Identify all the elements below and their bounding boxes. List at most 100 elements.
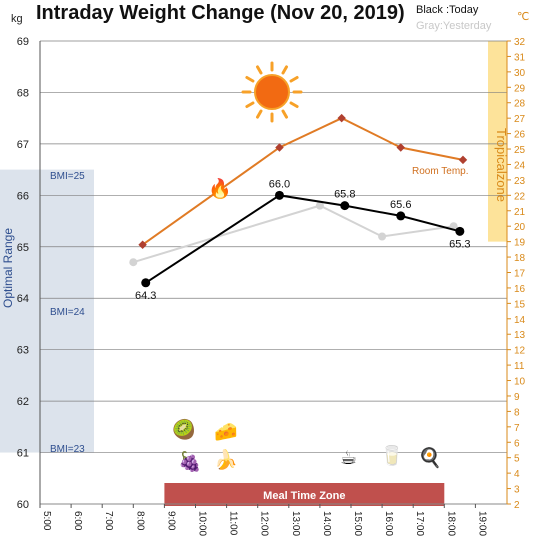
yesterday-point bbox=[129, 258, 138, 267]
right-tick-label: 30 bbox=[514, 68, 526, 79]
left-axis-unit: kg bbox=[11, 13, 23, 25]
today-data-label: 65.6 bbox=[390, 199, 411, 211]
today-point bbox=[455, 226, 465, 236]
right-tick-label: 8 bbox=[514, 407, 520, 418]
right-tick-label: 32 bbox=[514, 37, 526, 48]
right-tick-label: 14 bbox=[514, 315, 526, 326]
yesterday-line bbox=[133, 204, 454, 264]
sun-icon bbox=[241, 61, 303, 123]
water-glass-icon: 🥛 bbox=[380, 445, 404, 467]
right-tick-label: 22 bbox=[514, 191, 526, 202]
today-data-label: 64.3 bbox=[135, 290, 156, 302]
right-tick-label: 11 bbox=[514, 361, 525, 372]
x-tick-label: 13:00 bbox=[290, 511, 301, 536]
right-tick-label: 29 bbox=[514, 83, 526, 94]
optimal-range-label: Optimal Range bbox=[1, 228, 15, 308]
right-tick-label: 2 bbox=[514, 500, 520, 511]
room-temp-point bbox=[458, 155, 468, 165]
left-tick-label: 62 bbox=[17, 396, 29, 408]
today-data-label: 65.3 bbox=[449, 238, 470, 250]
right-tick-label: 9 bbox=[514, 392, 520, 403]
today-point bbox=[141, 278, 151, 288]
right-tick-label: 20 bbox=[514, 222, 526, 233]
right-tick-label: 15 bbox=[514, 299, 526, 310]
tropical-zone-label: Tropicalzone bbox=[494, 128, 509, 202]
right-tick-label: 7 bbox=[514, 423, 520, 434]
banana-icon: 🍌 bbox=[214, 449, 238, 471]
right-tick-label: 16 bbox=[514, 284, 526, 295]
right-tick-label: 3 bbox=[514, 485, 520, 496]
left-tick-label: 63 bbox=[17, 345, 29, 357]
left-tick-label: 69 bbox=[17, 36, 29, 48]
left-tick-label: 67 bbox=[17, 139, 29, 151]
right-tick-label: 18 bbox=[514, 253, 526, 264]
right-tick-label: 10 bbox=[514, 377, 526, 388]
grapes-icon: 🍇 bbox=[178, 451, 202, 473]
today-point bbox=[274, 190, 284, 200]
right-tick-label: 26 bbox=[514, 130, 526, 141]
room-temp-point bbox=[396, 143, 406, 152]
today-data-label: 66.0 bbox=[269, 178, 290, 190]
today-data-label: 65.8 bbox=[334, 189, 355, 201]
right-tick-label: 21 bbox=[514, 207, 526, 218]
yesterday-point bbox=[378, 232, 387, 241]
chart-title: Intraday Weight Change (Nov 20, 2019) bbox=[36, 2, 405, 24]
right-tick-label: 6 bbox=[514, 438, 520, 449]
x-tick-label: 12:00 bbox=[259, 511, 270, 536]
bmi-24-label: BMI=24 bbox=[50, 307, 85, 318]
right-tick-label: 12 bbox=[514, 346, 526, 357]
left-tick-label: 65 bbox=[17, 242, 29, 254]
legend-today: Black :Today bbox=[416, 4, 479, 16]
x-tick-label: 16:00 bbox=[383, 511, 394, 536]
optimal-range-band bbox=[0, 169, 94, 453]
kiwi-icon: 🥝 bbox=[172, 419, 196, 441]
x-tick-label: 9:00 bbox=[165, 511, 176, 531]
right-tick-label: 24 bbox=[514, 160, 526, 171]
right-tick-label: 17 bbox=[514, 269, 526, 280]
right-axis-unit: ℃ bbox=[517, 11, 530, 23]
legend-yesterday: Gray:Yesterday bbox=[416, 20, 492, 32]
room-temp-label: Room Temp. bbox=[412, 166, 469, 177]
right-tick-label: 5 bbox=[514, 454, 520, 465]
right-tick-label: 13 bbox=[514, 330, 526, 341]
fireplace-icon: 🔥 bbox=[208, 178, 232, 200]
left-tick-label: 60 bbox=[17, 499, 29, 511]
tropical-zone-band bbox=[488, 41, 507, 242]
x-tick-label: 17:00 bbox=[414, 511, 425, 536]
meal-time-zone-bar bbox=[164, 483, 445, 506]
room-temp-point bbox=[337, 113, 346, 123]
meal-time-zone-label: Meal Time Zone bbox=[263, 490, 345, 502]
room-temp-line bbox=[142, 117, 464, 246]
right-tick-label: 4 bbox=[514, 469, 520, 480]
right-tick-label: 23 bbox=[514, 176, 526, 187]
room-temp-point bbox=[138, 240, 147, 249]
right-tick-label: 25 bbox=[514, 145, 526, 156]
x-tick-label: 18:00 bbox=[445, 511, 456, 536]
left-tick-label: 68 bbox=[17, 87, 29, 99]
bmi-25-label: BMI=25 bbox=[50, 171, 85, 182]
coffee-icon: ☕ bbox=[340, 447, 358, 469]
cheese-icon: 🧀 bbox=[214, 421, 238, 443]
x-tick-label: 15:00 bbox=[352, 511, 363, 536]
today-point bbox=[340, 201, 350, 211]
left-tick-label: 64 bbox=[17, 293, 29, 305]
egg-icon: 🍳 bbox=[418, 447, 442, 469]
left-tick-label: 61 bbox=[17, 448, 29, 460]
left-tick-label: 66 bbox=[17, 190, 29, 202]
x-tick-label: 11:00 bbox=[228, 511, 239, 536]
yesterday-point bbox=[315, 201, 324, 210]
x-tick-label: 14:00 bbox=[321, 511, 332, 536]
room-temp-point bbox=[275, 143, 284, 152]
x-tick-label: 10:00 bbox=[197, 511, 208, 536]
right-tick-label: 31 bbox=[514, 52, 526, 63]
today-point bbox=[396, 211, 406, 221]
x-tick-label: 8:00 bbox=[134, 511, 145, 531]
x-tick-label: 6:00 bbox=[72, 511, 83, 531]
x-tick-label: 5:00 bbox=[41, 511, 52, 531]
right-tick-label: 27 bbox=[514, 114, 526, 125]
right-tick-label: 19 bbox=[514, 238, 526, 249]
right-tick-label: 28 bbox=[514, 99, 526, 110]
x-tick-label: 7:00 bbox=[103, 511, 114, 531]
x-tick-label: 19:00 bbox=[476, 511, 487, 536]
